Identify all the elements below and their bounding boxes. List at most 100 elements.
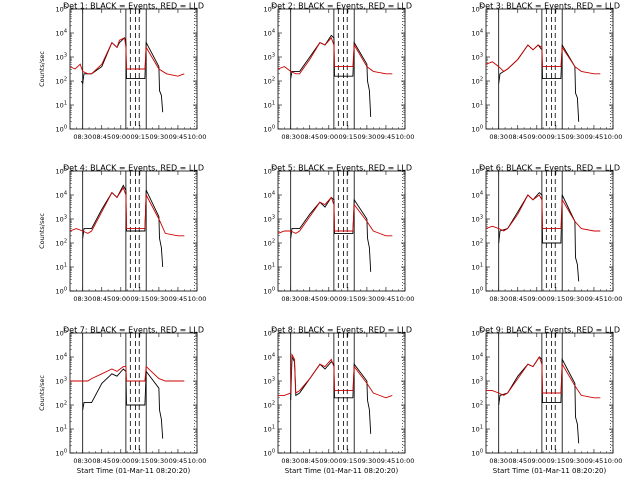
x-tick-label: 10:00	[188, 295, 207, 303]
x-tick-label: 09:00	[111, 457, 130, 465]
x-tick-label: 09:45	[169, 133, 188, 141]
x-tick-label: 09:15	[546, 133, 565, 141]
y-tick-label: 103	[264, 377, 275, 386]
x-tick-label: 08:45	[508, 133, 527, 141]
y-tick-label: 105	[264, 5, 275, 14]
x-tick-label: 09:00	[111, 295, 130, 303]
events-series-line	[290, 34, 372, 118]
x-tick-label: 09:00	[319, 457, 338, 465]
events-series-line	[82, 368, 164, 439]
x-tick-label: 09:30	[358, 457, 377, 465]
x-tick-label: 09:15	[130, 133, 149, 141]
y-tick-label: 101	[472, 263, 483, 272]
y-tick-label: 100	[56, 125, 67, 134]
y-tick-label: 105	[56, 167, 67, 176]
y-tick-label: 102	[472, 239, 483, 248]
plot-frame	[69, 332, 198, 454]
x-tick-label: 09:30	[150, 133, 169, 141]
x-tick-label: 09:15	[546, 295, 565, 303]
plot-frame	[277, 332, 406, 454]
y-tick-label: 102	[472, 401, 483, 410]
panel-title: Det 2: BLACK = Events, RED = LLD	[271, 2, 412, 11]
lld-series-line	[278, 36, 393, 75]
y-tick-label: 102	[56, 77, 67, 86]
x-tick-label: 09:00	[527, 295, 546, 303]
y-tick-label: 101	[472, 101, 483, 110]
x-tick-label: 10:00	[188, 133, 207, 141]
panel-title: Det 6: BLACK = Events, RED = LLD	[479, 164, 620, 173]
y-tick-label: 102	[264, 401, 275, 410]
y-tick-label: 101	[264, 263, 275, 272]
x-axis-label: Start Time (01-Mar-11 08:20:20)	[77, 467, 191, 475]
y-tick-label: 103	[56, 215, 67, 224]
x-tick-label: 08:45	[92, 133, 111, 141]
y-tick-label: 104	[472, 29, 483, 38]
x-tick-label: 09:45	[377, 133, 396, 141]
panel-7: Det 7: BLACK = Events, RED = LLD 100 101 10…	[38, 326, 206, 476]
x-tick-label: 08:45	[508, 295, 527, 303]
y-tick-label: 102	[264, 239, 275, 248]
x-tick-label: 09:00	[319, 295, 338, 303]
y-tick-label: 105	[56, 329, 67, 338]
events-series-line	[498, 191, 580, 282]
y-axis-label: Counts/sec	[38, 375, 46, 411]
panel-9: Det 9: BLACK = Events, RED = LLD 100 101 10…	[472, 326, 623, 476]
x-tick-label: 09:30	[358, 133, 377, 141]
x-tick-label: 09:45	[169, 295, 188, 303]
y-tick-label: 100	[56, 287, 67, 296]
y-tick-label: 103	[264, 53, 275, 62]
panel-8: Det 8: BLACK = Events, RED = LLD 100 101 10…	[264, 326, 415, 476]
y-tick-label: 101	[264, 101, 275, 110]
x-tick-label: 09:45	[169, 457, 188, 465]
y-tick-label: 104	[56, 191, 67, 200]
y-tick-label: 101	[56, 263, 67, 272]
y-axis-label: Counts/sec	[38, 213, 46, 249]
panel-title: Det 7: BLACK = Events, RED = LLD	[63, 326, 204, 335]
x-tick-label: 09:15	[338, 457, 357, 465]
x-tick-label: 08:30	[489, 295, 508, 303]
x-tick-label: 08:30	[489, 457, 508, 465]
y-tick-label: 100	[472, 287, 483, 296]
y-tick-label: 103	[56, 53, 67, 62]
lld-series-line	[278, 196, 393, 237]
y-tick-label: 103	[264, 215, 275, 224]
y-tick-label: 101	[56, 101, 67, 110]
y-tick-label: 104	[472, 191, 483, 200]
y-tick-label: 101	[264, 425, 275, 434]
x-tick-label: 08:45	[300, 457, 319, 465]
panel-3: Det 3: BLACK = Events, RED = LLD 100 101 10…	[472, 2, 623, 142]
events-series-line	[498, 43, 580, 122]
y-tick-label: 100	[56, 449, 67, 458]
y-axis-label: Counts/sec	[38, 51, 46, 87]
x-tick-label: 08:45	[300, 133, 319, 141]
y-tick-label: 104	[264, 191, 275, 200]
y-tick-label: 104	[472, 353, 483, 362]
panel-title: Det 5: BLACK = Events, RED = LLD	[271, 164, 412, 173]
y-tick-label: 105	[56, 5, 67, 14]
x-tick-label: 09:45	[377, 457, 396, 465]
x-tick-label: 08:30	[73, 133, 92, 141]
x-tick-label: 08:30	[281, 295, 300, 303]
y-tick-label: 101	[56, 425, 67, 434]
y-tick-label: 105	[472, 329, 483, 338]
y-tick-label: 105	[264, 329, 275, 338]
events-series-line	[498, 356, 580, 444]
y-tick-label: 102	[264, 77, 275, 86]
x-tick-label: 08:45	[300, 295, 319, 303]
x-tick-label: 10:00	[188, 457, 207, 465]
x-tick-label: 09:00	[527, 133, 546, 141]
x-tick-label: 09:30	[566, 457, 585, 465]
y-tick-label: 103	[472, 53, 483, 62]
y-tick-label: 104	[56, 29, 67, 38]
events-series-line	[82, 184, 164, 268]
y-tick-label: 100	[264, 125, 275, 134]
y-tick-label: 102	[472, 77, 483, 86]
x-tick-label: 08:30	[281, 457, 300, 465]
panel-5: Det 5: BLACK = Events, RED = LLD 100 101 10…	[264, 164, 415, 304]
x-tick-label: 09:00	[111, 133, 130, 141]
x-tick-label: 09:30	[566, 133, 585, 141]
x-tick-label: 08:45	[92, 295, 111, 303]
x-tick-label: 09:15	[338, 295, 357, 303]
y-tick-label: 105	[472, 167, 483, 176]
panel-title: Det 9: BLACK = Events, RED = LLD	[479, 326, 620, 335]
